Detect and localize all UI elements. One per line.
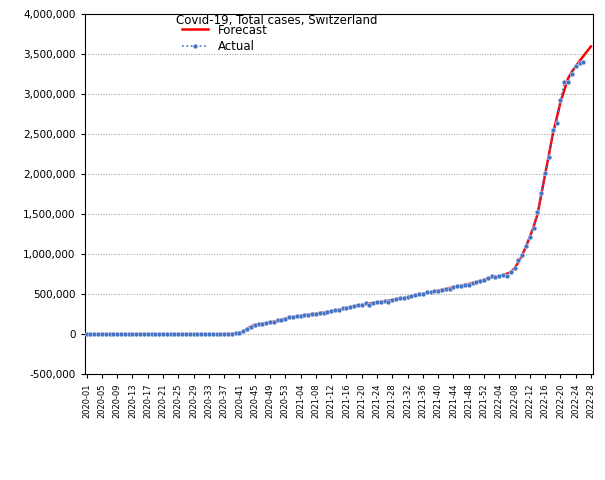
- Actual: [473, 279, 480, 285]
- Actual: [83, 332, 90, 337]
- Actual: [106, 331, 113, 337]
- Forecast: [416, 291, 423, 297]
- Actual: [175, 332, 182, 337]
- Forecast: [400, 295, 407, 300]
- Actual: [396, 295, 404, 300]
- Forecast: [557, 99, 564, 105]
- Forecast: [83, 332, 90, 337]
- Actual: [580, 60, 587, 65]
- Legend: Forecast, Actual: Forecast, Actual: [182, 24, 267, 53]
- Line: Actual: Actual: [84, 60, 586, 337]
- Line: Forecast: Forecast: [87, 47, 591, 335]
- Text: Covid-19, Total cases, Switzerland: Covid-19, Total cases, Switzerland: [176, 14, 378, 27]
- Forecast: [587, 44, 595, 49]
- Forecast: [431, 288, 438, 294]
- Actual: [370, 300, 377, 305]
- Actual: [87, 332, 94, 337]
- Forecast: [117, 332, 125, 337]
- Forecast: [568, 69, 575, 74]
- Actual: [454, 283, 461, 289]
